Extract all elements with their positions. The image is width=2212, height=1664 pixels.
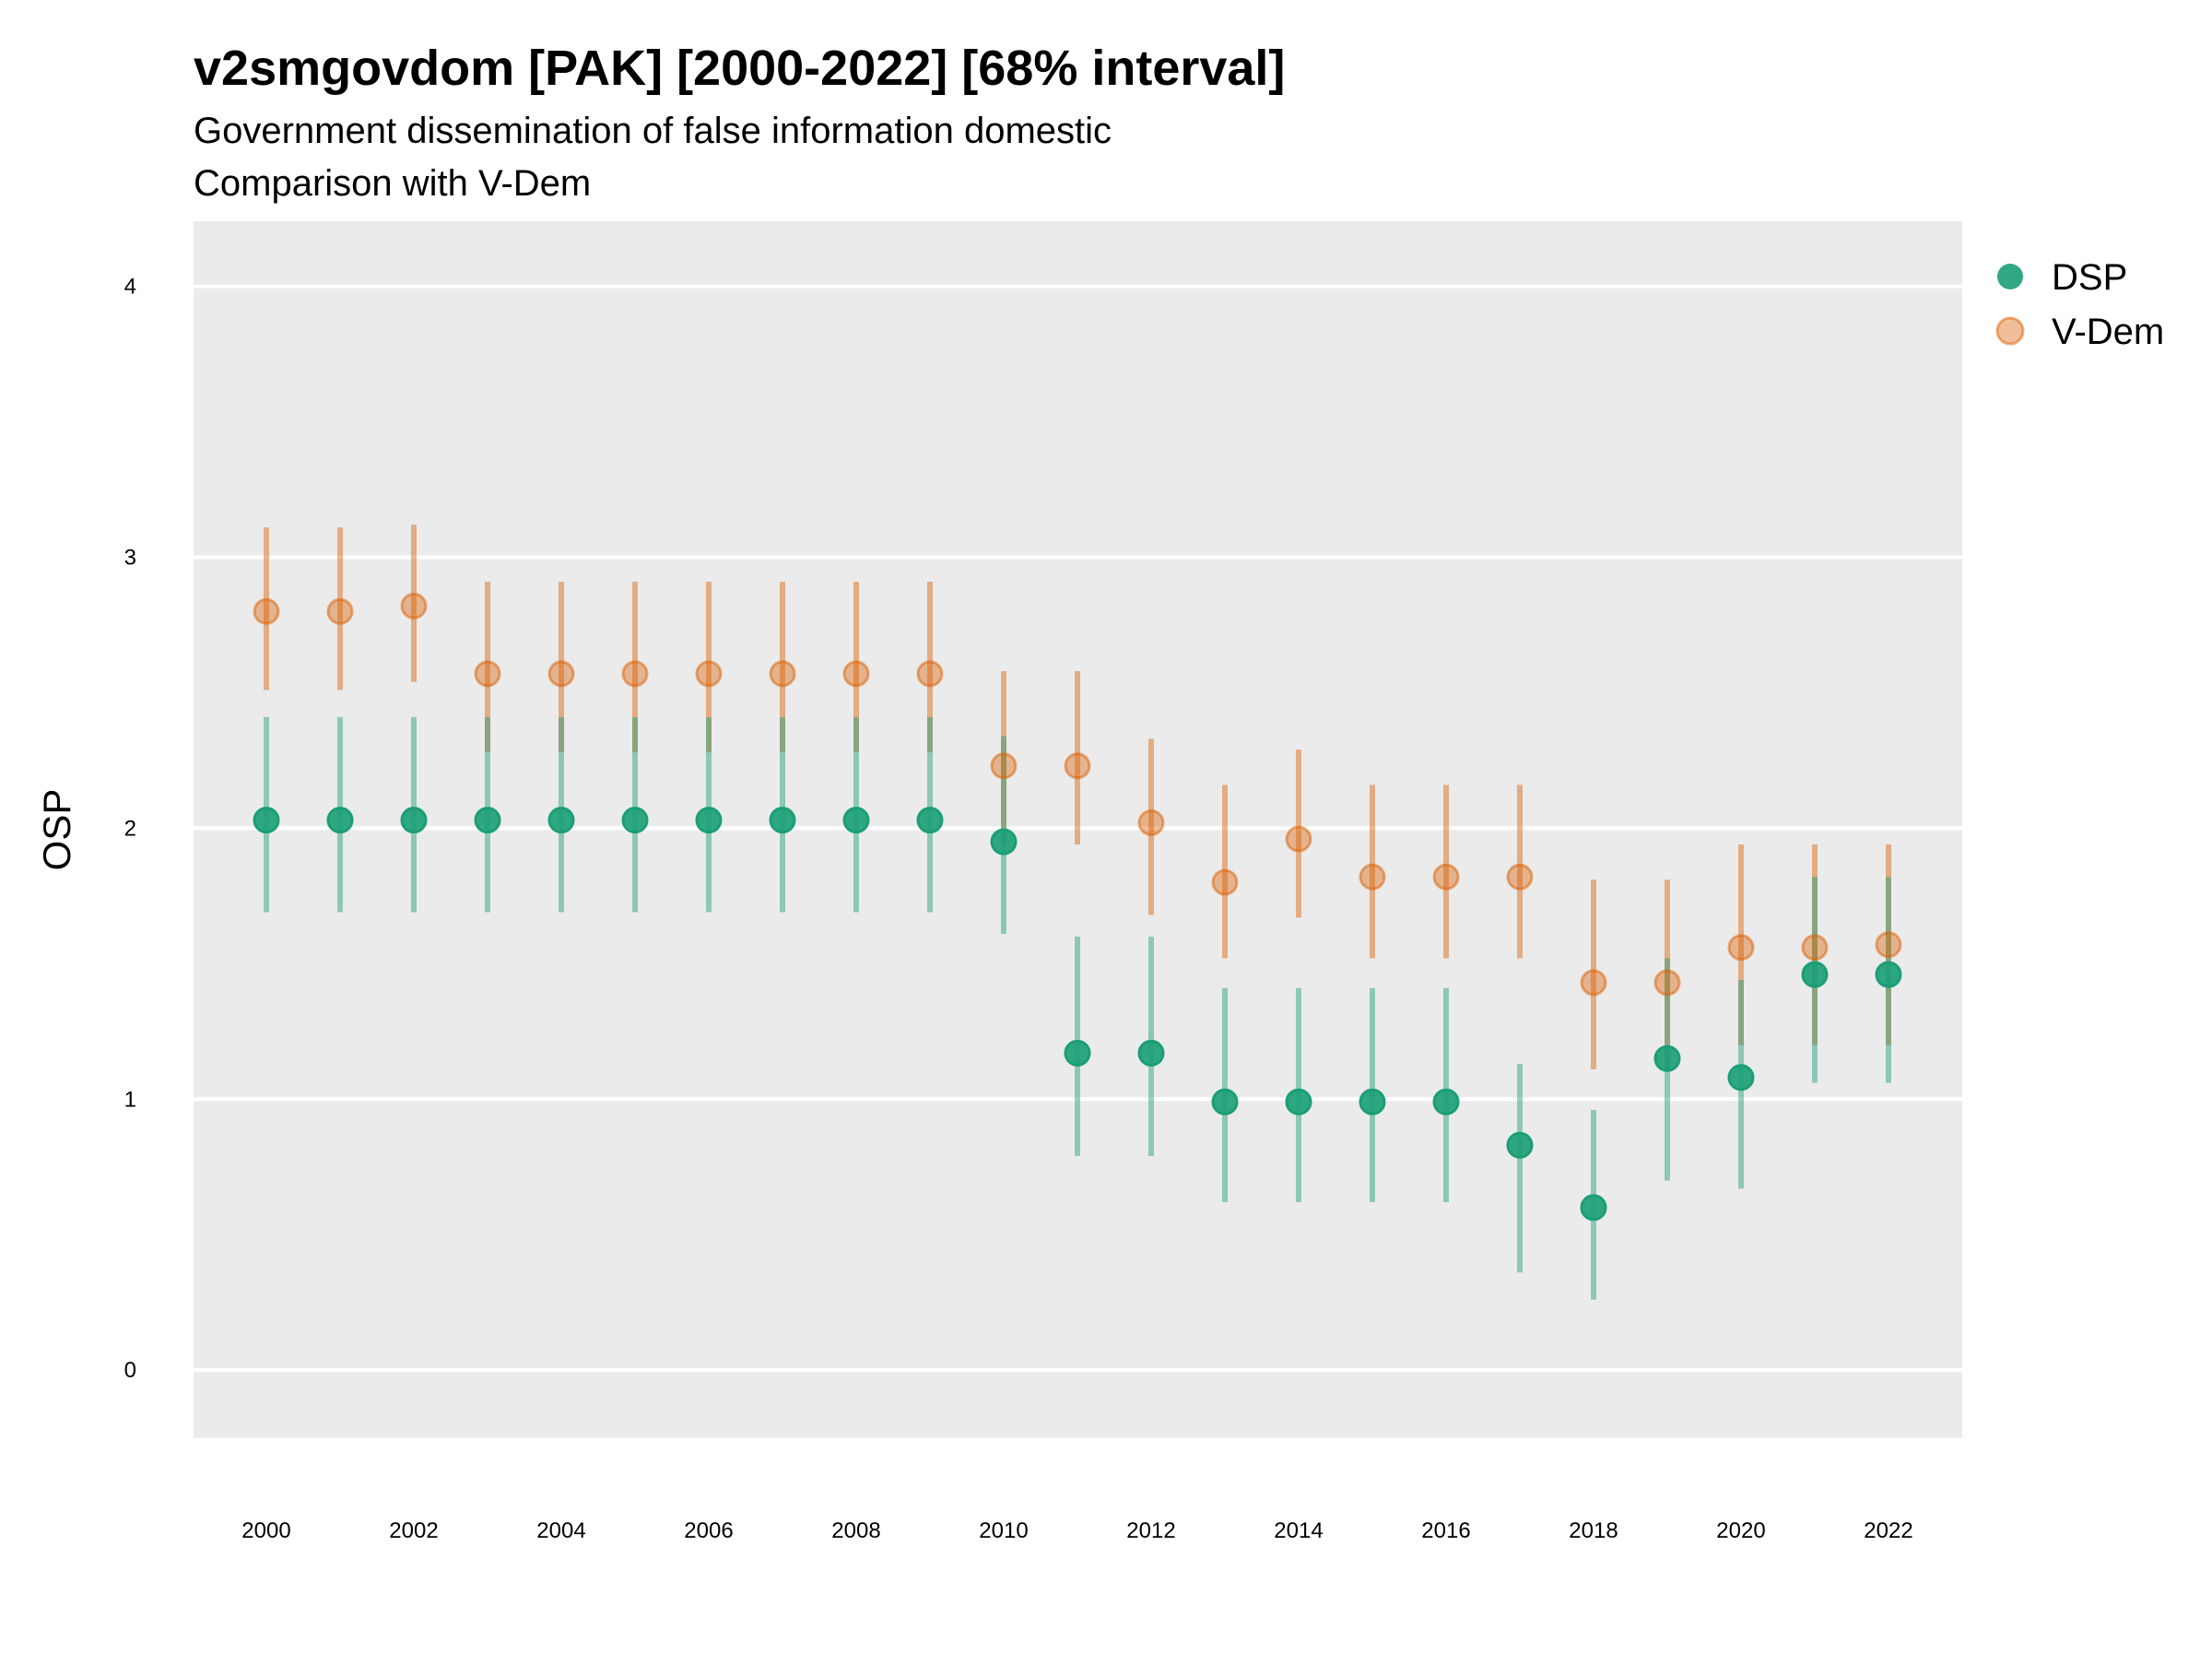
- y-tick-label: 4: [124, 275, 136, 300]
- point-v-dem: [474, 660, 501, 688]
- point-dsp: [547, 807, 575, 834]
- point-dsp: [1801, 961, 1829, 988]
- point-v-dem: [547, 660, 575, 688]
- point-dsp: [1580, 1194, 1607, 1221]
- point-v-dem: [253, 597, 280, 625]
- point-v-dem: [695, 660, 723, 688]
- point-dsp: [990, 828, 1018, 856]
- x-tick-label: 2002: [389, 1518, 438, 1543]
- point-v-dem: [1506, 863, 1534, 891]
- y-tick-label: 1: [124, 1087, 136, 1112]
- point-v-dem: [1580, 969, 1607, 997]
- point-dsp: [1653, 1044, 1681, 1072]
- x-tick-label: 2000: [241, 1518, 290, 1543]
- point-v-dem: [1727, 934, 1755, 962]
- x-tick-label: 2010: [979, 1518, 1028, 1543]
- legend-label-dsp: DSP: [2052, 257, 2127, 298]
- point-dsp: [769, 807, 796, 834]
- x-tick-label: 2012: [1126, 1518, 1175, 1543]
- y-tick-label: 3: [124, 546, 136, 571]
- point-dsp: [1137, 1039, 1165, 1067]
- point-dsp: [1285, 1088, 1312, 1115]
- point-dsp: [916, 807, 944, 834]
- point-v-dem: [621, 660, 649, 688]
- point-dsp: [1727, 1064, 1755, 1092]
- x-tick-label: 2020: [1716, 1518, 1765, 1543]
- x-tick-label: 2014: [1274, 1518, 1323, 1543]
- point-v-dem: [1432, 863, 1460, 891]
- point-dsp: [326, 807, 354, 834]
- point-dsp: [1506, 1131, 1534, 1159]
- point-dsp: [842, 807, 870, 834]
- legend-label-vdem: V-Dem: [2052, 312, 2164, 352]
- x-tick-label: 2022: [1864, 1518, 1912, 1543]
- x-tick-label: 2016: [1421, 1518, 1470, 1543]
- legend-marker-dsp: [1997, 264, 2023, 289]
- chart-title: v2smgovdom [PAK] [2000-2022] [68% interv…: [194, 41, 1285, 96]
- point-v-dem: [1285, 825, 1312, 853]
- point-dsp: [474, 807, 501, 834]
- point-dsp: [695, 807, 723, 834]
- y-axis-label: OSP: [35, 789, 78, 871]
- point-dsp: [1875, 961, 1902, 988]
- point-v-dem: [990, 752, 1018, 780]
- point-v-dem: [1875, 931, 1902, 959]
- point-v-dem: [1137, 809, 1165, 837]
- x-tick-label: 2004: [536, 1518, 585, 1543]
- point-v-dem: [1653, 969, 1681, 997]
- y-tick-label: 0: [124, 1358, 136, 1383]
- point-v-dem: [400, 592, 428, 620]
- y-tick-label: 2: [124, 816, 136, 841]
- point-v-dem: [1064, 752, 1091, 780]
- x-tick-label: 2008: [831, 1518, 880, 1543]
- point-dsp: [1432, 1088, 1460, 1115]
- point-v-dem: [1359, 863, 1386, 891]
- point-v-dem: [1801, 934, 1829, 962]
- legend: DSP V-Dem: [1995, 257, 2164, 352]
- x-tick-label: 2018: [1569, 1518, 1618, 1543]
- point-dsp: [400, 807, 428, 834]
- point-dsp: [1359, 1088, 1386, 1115]
- x-tick-label: 2006: [684, 1518, 733, 1543]
- legend-marker-vdem: [1995, 316, 2025, 346]
- point-v-dem: [842, 660, 870, 688]
- point-dsp: [1064, 1039, 1091, 1067]
- chart-subtitle-line-1: Government dissemination of false inform…: [194, 111, 1112, 151]
- point-dsp: [1211, 1088, 1239, 1115]
- point-v-dem: [916, 660, 944, 688]
- point-dsp: [253, 807, 280, 834]
- point-v-dem: [769, 660, 796, 688]
- point-v-dem: [1211, 868, 1239, 896]
- point-dsp: [621, 807, 649, 834]
- chart-subtitle-line-2: Comparison with V-Dem: [194, 163, 591, 204]
- point-v-dem: [326, 597, 354, 625]
